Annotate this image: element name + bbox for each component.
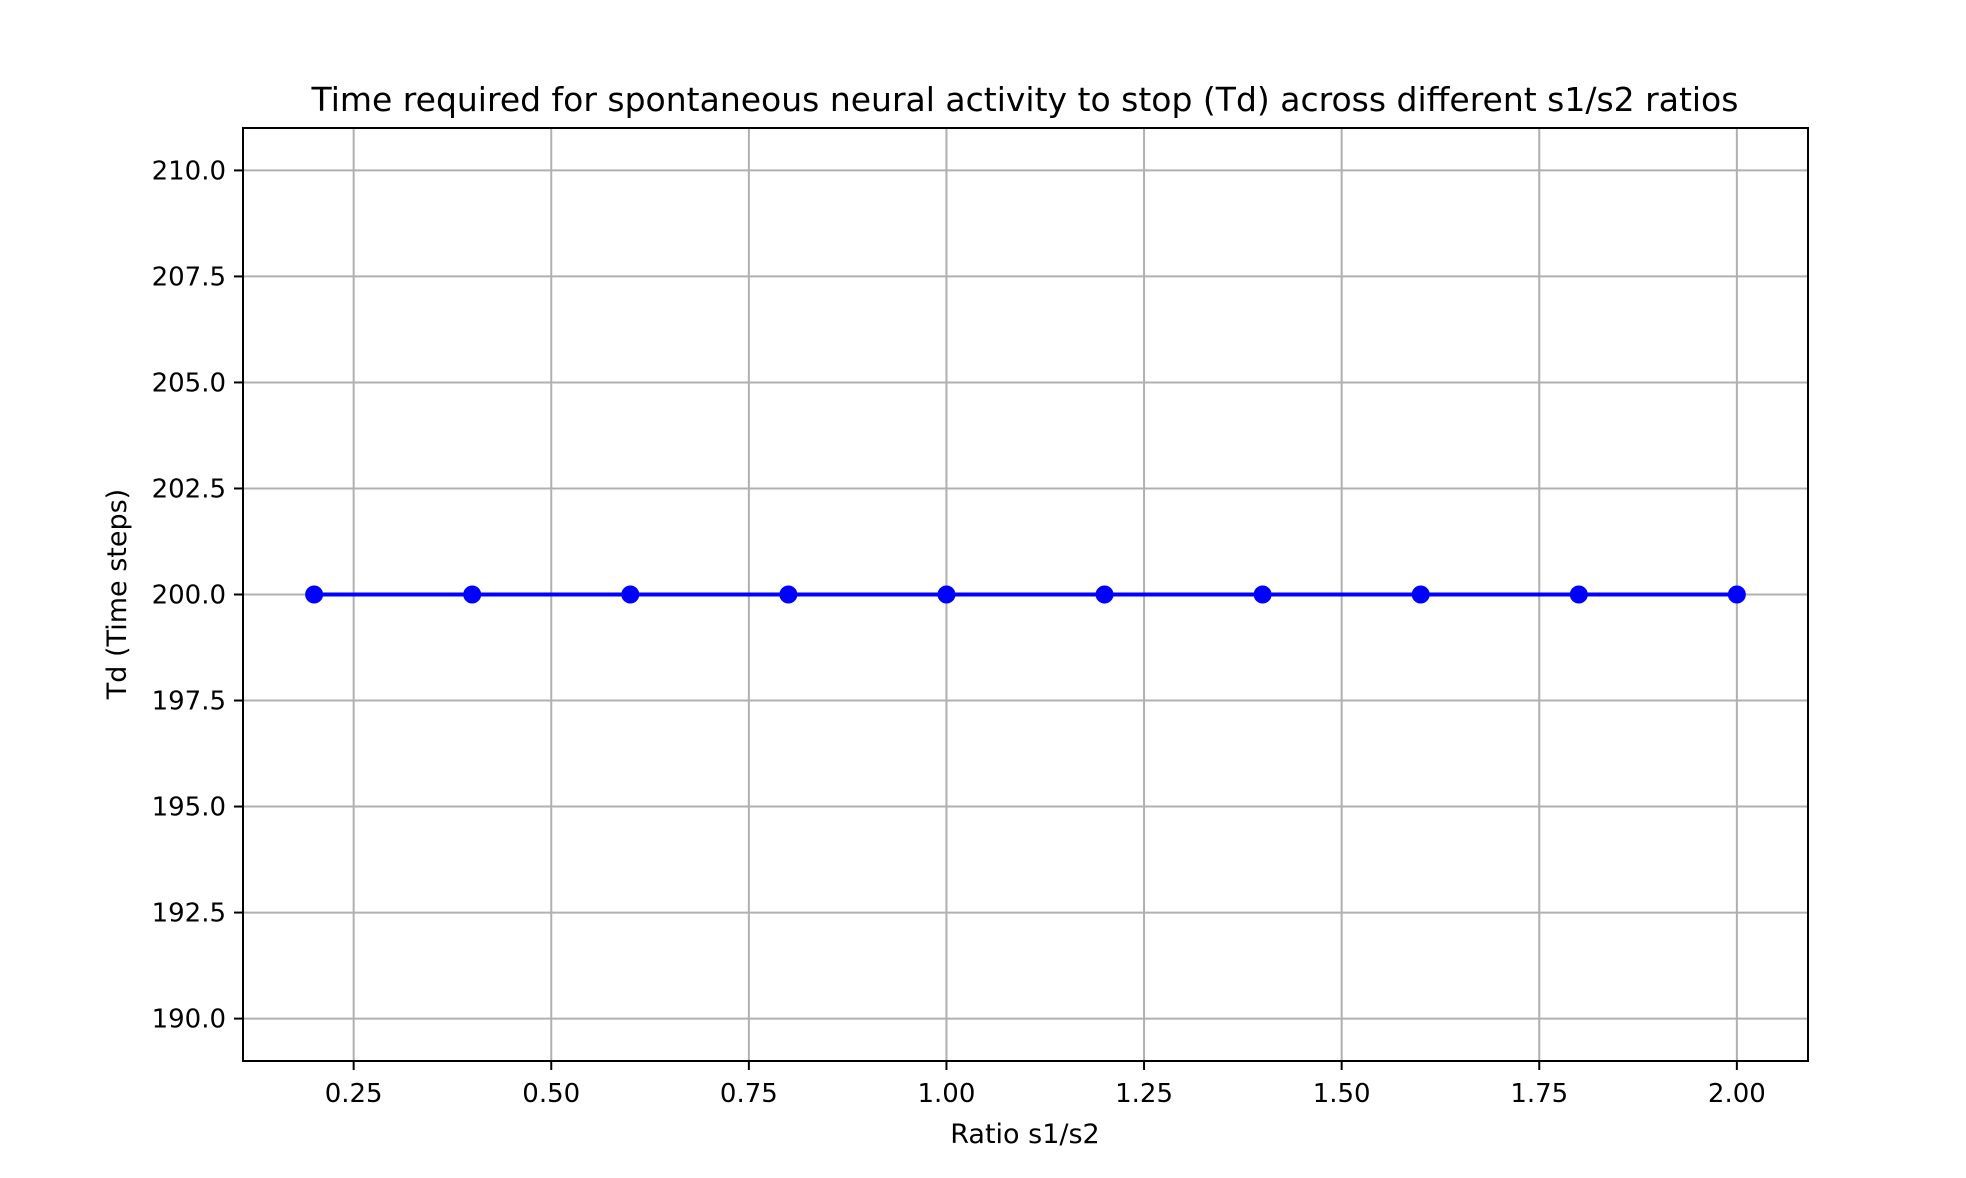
y-axis-label: Td (Time steps) — [102, 489, 133, 700]
tick-layer: 0.25 0.50 0.75 1.00 1.25 1.50 1.75 2.00 190.0 192… — [152, 156, 1766, 1109]
data-point — [1569, 585, 1588, 604]
y-tick-label: 207.5 — [152, 262, 226, 292]
data-point — [1253, 585, 1272, 604]
data-point — [463, 585, 482, 604]
y-tick-label: 205.0 — [152, 368, 226, 398]
y-tick-label: 190.0 — [152, 1005, 226, 1035]
data-point — [937, 585, 956, 604]
y-tick-label: 192.5 — [152, 899, 226, 929]
x-tick-label: 1.50 — [1313, 1079, 1371, 1109]
data-point — [1727, 585, 1746, 604]
x-tick-label: 0.50 — [522, 1079, 580, 1109]
x-tick-label: 1.25 — [1115, 1079, 1173, 1109]
y-tick-label: 210.0 — [152, 156, 226, 186]
y-tick-label: 197.5 — [152, 687, 226, 717]
series-layer — [305, 585, 1746, 604]
x-tick-label: 2.00 — [1708, 1079, 1766, 1109]
data-point — [779, 585, 798, 604]
data-point — [305, 585, 324, 604]
y-tick-label: 202.5 — [152, 474, 226, 504]
x-tick-label: 1.75 — [1510, 1079, 1568, 1109]
data-point — [621, 585, 640, 604]
data-point — [1095, 585, 1114, 604]
x-axis-label: Ratio s1/s2 — [950, 1119, 1100, 1150]
y-tick-label: 195.0 — [152, 793, 226, 823]
data-point — [1411, 585, 1430, 604]
chart-title: Time required for spontaneous neural act… — [311, 80, 1739, 119]
x-tick-label: 0.75 — [720, 1079, 778, 1109]
x-tick-label: 1.00 — [918, 1079, 976, 1109]
x-tick-label: 0.25 — [325, 1079, 383, 1109]
y-tick-label: 200.0 — [152, 581, 226, 611]
